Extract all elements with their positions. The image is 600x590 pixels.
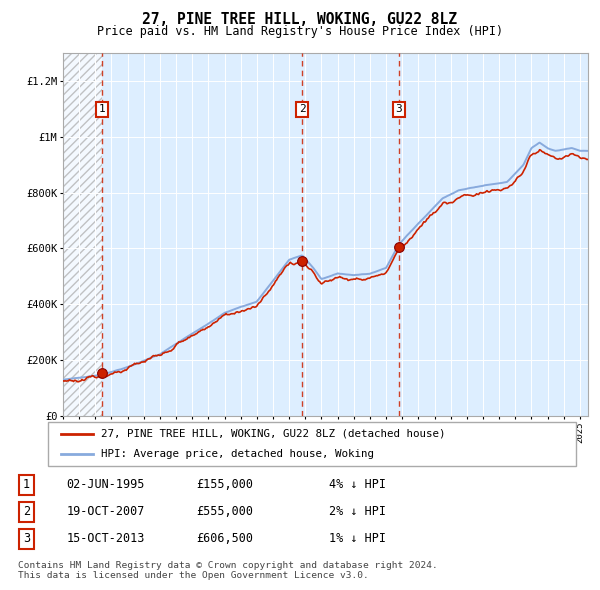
Text: £555,000: £555,000 (196, 505, 253, 518)
Text: 2: 2 (299, 104, 305, 114)
Text: 4% ↓ HPI: 4% ↓ HPI (329, 478, 386, 491)
Bar (63, 53, 102, 416)
Text: 2: 2 (23, 505, 30, 518)
Text: 3: 3 (395, 104, 402, 114)
Text: 27, PINE TREE HILL, WOKING, GU22 8LZ: 27, PINE TREE HILL, WOKING, GU22 8LZ (143, 12, 458, 27)
Text: 02-JUN-1995: 02-JUN-1995 (67, 478, 145, 491)
Text: £155,000: £155,000 (196, 478, 253, 491)
Text: 1: 1 (99, 104, 106, 114)
Text: 1: 1 (23, 478, 30, 491)
Text: 1% ↓ HPI: 1% ↓ HPI (329, 532, 386, 545)
Text: 19-OCT-2007: 19-OCT-2007 (67, 505, 145, 518)
Text: 3: 3 (23, 532, 30, 545)
Text: 27, PINE TREE HILL, WOKING, GU22 8LZ (detached house): 27, PINE TREE HILL, WOKING, GU22 8LZ (de… (101, 429, 445, 439)
Text: £606,500: £606,500 (196, 532, 253, 545)
FancyBboxPatch shape (48, 422, 576, 466)
Text: 2% ↓ HPI: 2% ↓ HPI (329, 505, 386, 518)
Text: Price paid vs. HM Land Registry's House Price Index (HPI): Price paid vs. HM Land Registry's House … (97, 25, 503, 38)
Text: HPI: Average price, detached house, Woking: HPI: Average price, detached house, Woki… (101, 449, 374, 459)
Text: 15-OCT-2013: 15-OCT-2013 (67, 532, 145, 545)
Text: Contains HM Land Registry data © Crown copyright and database right 2024.
This d: Contains HM Land Registry data © Crown c… (18, 560, 438, 580)
